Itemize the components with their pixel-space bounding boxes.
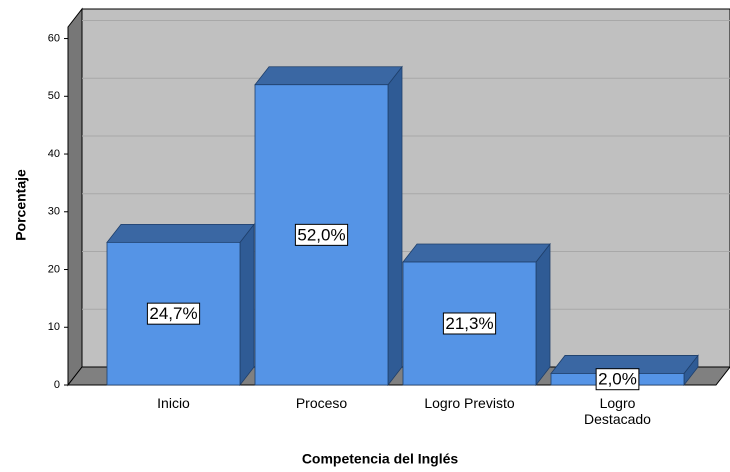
x-tick-label: Proceso [295,395,348,411]
bar-side [535,242,551,387]
y-tick-label: 10 [48,321,60,333]
value-label: 52,0% [294,223,349,246]
x-tick-label-box: Logro Destacado [584,395,651,427]
y-tick-label: 20 [48,263,60,275]
y-tick-label: 60 [48,32,60,44]
value-label-text: 21,3% [445,314,493,333]
x-tick-label-box: Inicio [157,395,190,411]
y-tick-label: 30 [48,206,60,218]
y-tick-label: 50 [48,90,60,102]
bar-top [106,223,255,243]
bar-top [254,66,403,86]
bar-side [387,65,403,387]
x-tick-label-box: Proceso [295,395,348,411]
x-tick-label: Logro Destacado [584,395,651,427]
x-tick-label: Inicio [157,395,190,411]
y-tick-label: 0 [54,379,60,391]
value-label-box [294,223,349,246]
value-label: 24,7% [146,302,201,325]
value-label-text: 24,7% [149,304,197,323]
x-tick-label: Logro Previsto [424,395,515,411]
value-label-box [442,312,497,335]
bar-top [402,243,551,263]
bar-side [239,223,255,387]
value-label-box [595,368,640,391]
value-label: 2,0% [595,368,640,391]
value-label-text: 2,0% [598,370,637,389]
value-label-text: 52,0% [297,225,345,244]
y-tick-label: 40 [48,148,60,160]
value-label-box [146,302,201,325]
value-label: 21,3% [442,312,497,335]
x-axis-title: Competencia del Inglés [302,451,459,467]
x-tick-label-box: Logro Previsto [424,395,515,411]
left-wall [67,7,83,387]
y-axis-title: Porcentaje [13,169,29,241]
